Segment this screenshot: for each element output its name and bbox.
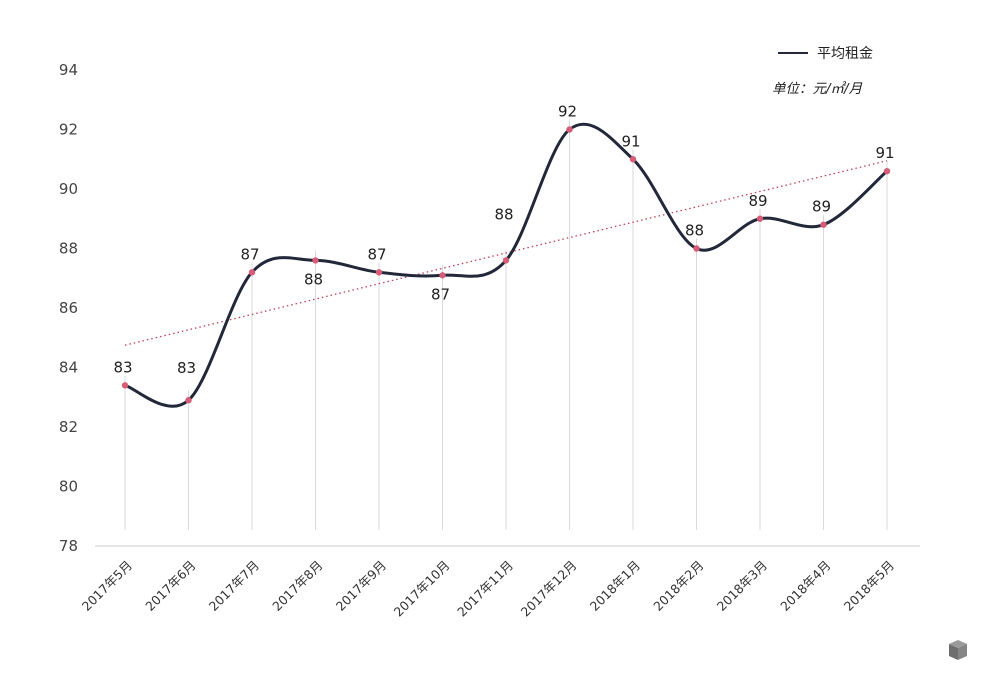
data-point-3: [312, 257, 319, 264]
data-label-1: 83: [177, 359, 196, 377]
x-tick-label: 2017年6月: [142, 558, 198, 614]
y-tick-label: 94: [59, 61, 78, 79]
y-tick-label: 80: [59, 478, 78, 496]
x-tick-label: 2017年11月: [454, 558, 516, 620]
data-labels: 83 83 87 88 87 87 88 92 91 88 89 89 91: [113, 103, 894, 378]
y-tick-label: 82: [59, 418, 78, 436]
data-point-7: [566, 126, 573, 133]
x-tick-label: 2018年2月: [650, 558, 706, 614]
legend: 平均租金: [778, 46, 873, 62]
trendline: [124, 160, 888, 346]
watermark-logo-icon: [949, 640, 967, 660]
data-label-10: 89: [748, 192, 767, 210]
y-axis-ticks: 78 80 82 84 86 88 90 92 94: [59, 61, 78, 555]
data-label-3: 88: [304, 270, 323, 288]
data-point-12: [883, 167, 891, 175]
y-tick-label: 86: [59, 299, 78, 317]
data-point-1: [185, 397, 192, 404]
data-label-0: 83: [113, 358, 132, 376]
data-label-9: 88: [685, 222, 704, 240]
data-point-5: [439, 272, 446, 279]
grid-lines: [124, 119, 888, 530]
data-label-11: 89: [812, 198, 831, 216]
x-tick-label: 2017年8月: [269, 558, 325, 614]
unit-label: 单位：元/㎡/月: [772, 81, 863, 97]
x-tick-label: 2017年10月: [391, 558, 453, 620]
data-label-7: 92: [558, 103, 577, 121]
y-tick-label: 84: [59, 359, 78, 377]
x-tick-label: 2018年5月: [841, 558, 897, 614]
x-tick-label: 2018年4月: [777, 558, 833, 614]
data-label-2: 87: [240, 245, 259, 263]
data-point-4: [375, 269, 383, 276]
data-markers: [121, 126, 891, 404]
x-tick-label: 2018年1月: [587, 558, 643, 614]
data-label-8: 91: [621, 132, 640, 150]
x-tick-label: 2017年5月: [79, 558, 135, 614]
data-label-4: 87: [367, 245, 386, 263]
x-tick-label: 2017年7月: [206, 558, 262, 614]
y-tick-label: 78: [59, 537, 78, 555]
y-tick-label: 90: [59, 180, 78, 198]
y-tick-label: 92: [59, 121, 78, 139]
data-point-9: [693, 245, 700, 252]
x-tick-label: 2018年3月: [714, 558, 770, 614]
data-point-0: [121, 382, 129, 389]
data-label-6: 88: [494, 205, 513, 223]
data-point-6: [502, 257, 510, 264]
data-point-10: [756, 215, 764, 222]
data-label-12: 91: [875, 144, 894, 162]
data-label-5: 87: [431, 285, 450, 303]
x-tick-label: 2017年12月: [518, 558, 580, 620]
x-axis-ticks: 2017年5月 2017年6月 2017年7月 2017年8月 2017年9月 2017年…: [79, 558, 897, 620]
y-tick-label: 88: [59, 240, 78, 258]
data-point-11: [820, 221, 827, 228]
data-point-2: [248, 269, 256, 276]
x-tick-label: 2017年9月: [333, 558, 389, 614]
legend-label: 平均租金: [817, 46, 873, 62]
data-point-8: [629, 156, 637, 163]
